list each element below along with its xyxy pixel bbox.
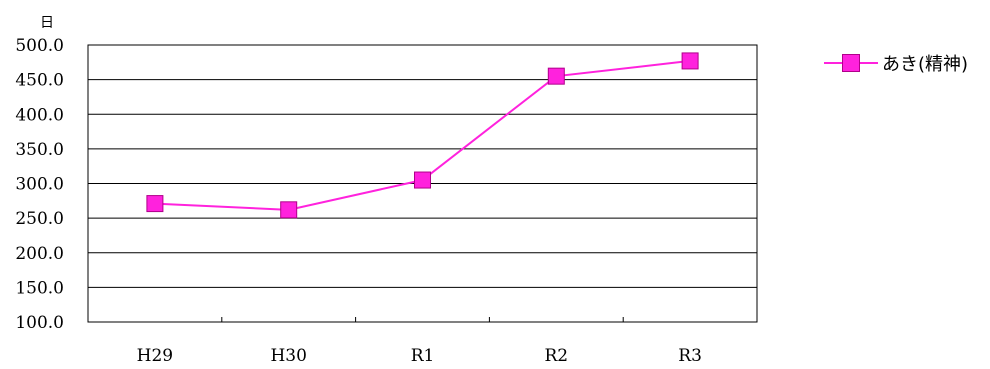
x-tick-label: H29 [137, 346, 173, 365]
y-tick-label: 300.0 [15, 175, 64, 195]
legend: あき(精神) [824, 50, 968, 76]
y-tick-label: 150.0 [15, 278, 64, 298]
data-point-marker [280, 201, 298, 219]
series-group [146, 52, 699, 219]
legend-swatch [824, 53, 878, 73]
x-tick-marks [221, 317, 624, 322]
legend-label: あき(精神) [882, 54, 969, 75]
x-tick-label: R3 [678, 346, 702, 365]
x-tick-label: R2 [544, 346, 568, 365]
x-tick-labels: H29 H30 R1 R2 R3 [137, 346, 702, 366]
gridlines [88, 79, 757, 288]
data-point-marker [681, 52, 699, 70]
y-tick-label: 500.0 [15, 36, 64, 56]
x-tick-label: H30 [270, 346, 306, 365]
y-tick-label: 100.0 [15, 313, 64, 333]
data-point-marker [146, 195, 164, 213]
y-tick-labels: 100.0 150.0 200.0 250.0 300.0 350.0 400.0 450.0… [15, 36, 64, 333]
y-tick-label: 250.0 [15, 209, 64, 229]
plot-frame [87, 44, 758, 323]
y-tick-label: 400.0 [15, 105, 64, 125]
data-point-marker [414, 171, 431, 189]
y-tick-label: 200.0 [15, 244, 64, 264]
y-tick-label: 350.0 [15, 140, 64, 160]
data-point-marker [547, 67, 565, 85]
x-tick-label: R1 [411, 346, 435, 365]
y-axis-label: 日 [40, 15, 54, 31]
legend-marker-square [842, 54, 860, 72]
y-tick-label: 450.0 [15, 71, 64, 91]
